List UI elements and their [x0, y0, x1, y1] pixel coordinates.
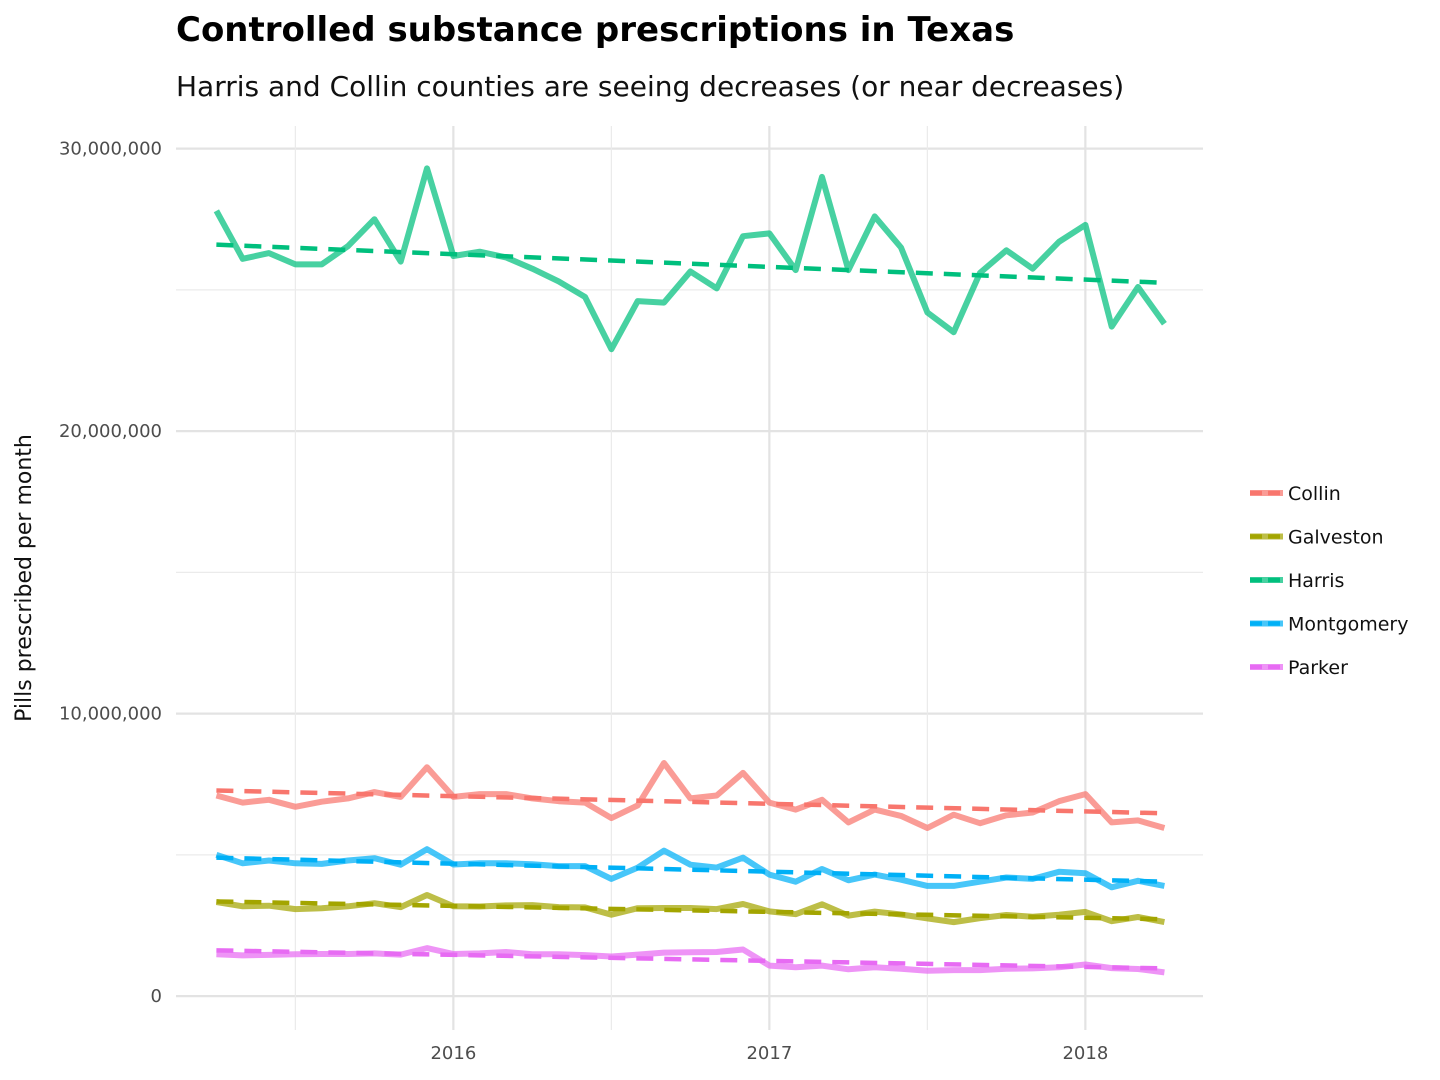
trend-line-parker [216, 948, 1165, 971]
y-tick-label: 10,000,000 [59, 704, 162, 725]
legend-label-harris: Harris [1288, 570, 1344, 592]
legend-label-parker: Parker [1288, 657, 1348, 679]
series-line-collin [215, 760, 1166, 831]
x-tick-label: 2016 [430, 1043, 476, 1064]
series-layer [213, 165, 1167, 976]
y-tick-label: 20,000,000 [59, 421, 162, 442]
y-tick-label: 30,000,000 [59, 139, 162, 160]
trend-line-galveston [216, 899, 1165, 922]
y-axis-title: Pills prescribed per month [12, 434, 37, 722]
y-tick-label: 0 [151, 986, 162, 1007]
chart-title: Controlled substance prescriptions in Te… [176, 10, 1015, 50]
x-tick-label: 2018 [1062, 1043, 1108, 1064]
x-tick-label: 2017 [746, 1043, 792, 1064]
legend-label-montgomery: Montgomery [1288, 614, 1408, 636]
trend-line-harris [216, 242, 1165, 286]
trend-line-collin [216, 788, 1165, 816]
trend-line-montgomery [216, 855, 1165, 884]
axis-layer: 0 10,000,000 20,000,000 30,000,000 2016 2017 2… [59, 139, 1108, 1064]
legend-label-galveston: Galveston [1288, 527, 1384, 549]
legend: Collin Galveston Harris Montgomery Parker [1250, 483, 1408, 679]
series-line-harris [213, 165, 1167, 353]
series-line-parker [216, 945, 1165, 976]
series-line-galveston [215, 892, 1165, 926]
chart-subtitle: Harris and Collin counties are seeing de… [176, 70, 1125, 103]
legend-label-collin: Collin [1288, 483, 1341, 505]
grid-layer [176, 126, 1203, 1030]
